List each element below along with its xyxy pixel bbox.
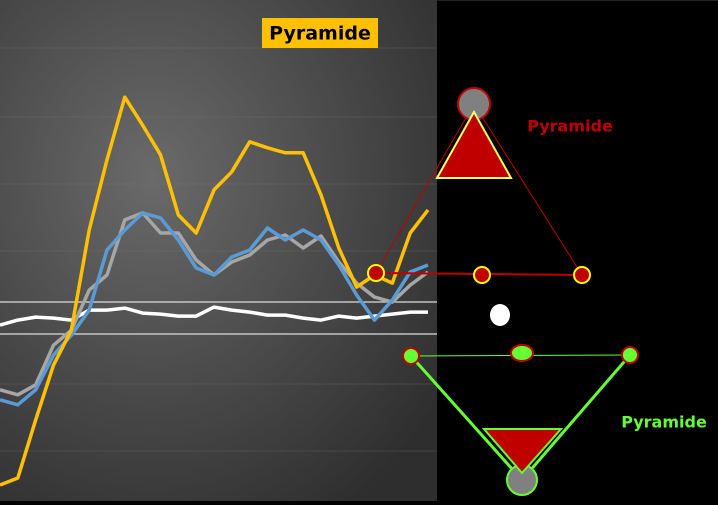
annotation: Pyramide [621,413,707,432]
green-point [621,346,639,364]
red-point [573,266,591,284]
series-line [0,211,429,407]
red-point [473,266,491,284]
pyramid-diagram: Pyramide Pyramide [367,0,718,496]
green-point [510,344,534,362]
red-triangle [435,109,513,179]
green-triangle [481,428,564,475]
red-point [367,264,385,282]
green-point [402,347,420,365]
title-box [262,18,378,48]
chart-title: Pyramide [269,23,371,45]
white-point [490,304,510,326]
annotation: Pyramide [527,117,613,136]
series-line [0,305,428,327]
plot-area [0,0,437,501]
series-line [0,95,430,487]
